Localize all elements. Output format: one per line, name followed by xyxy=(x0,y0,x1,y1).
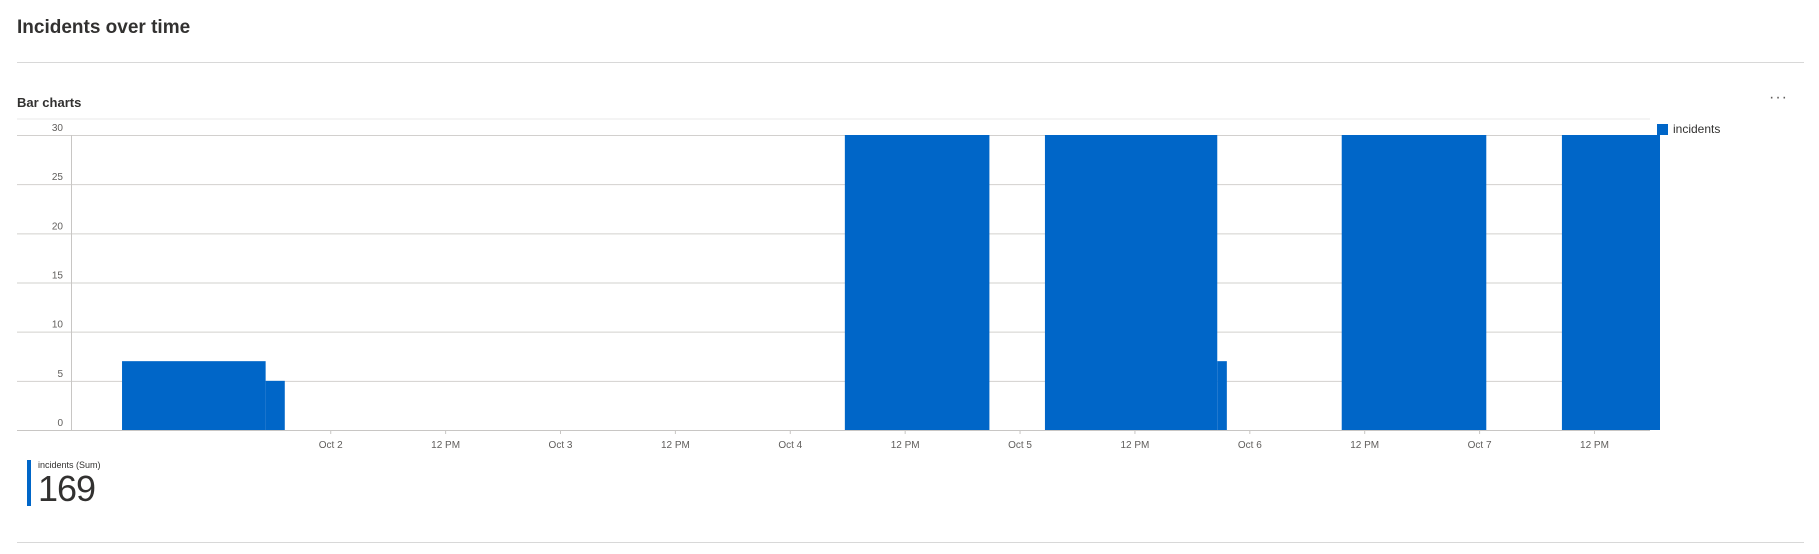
summary-metric: incidents (Sum) 169 xyxy=(27,460,101,509)
summary-label: incidents (Sum) xyxy=(38,460,101,470)
gridlines xyxy=(17,118,1650,431)
y-tick-label: 0 xyxy=(57,418,63,429)
x-tick-label: 12 PM xyxy=(891,440,920,451)
x-tick-label: Oct 7 xyxy=(1468,440,1492,451)
bar[interactable] xyxy=(1044,135,1218,430)
bar[interactable] xyxy=(122,361,266,430)
summary-value: 169 xyxy=(38,468,96,509)
y-tick-label: 5 xyxy=(57,369,63,380)
bars xyxy=(122,135,1660,430)
x-axis: Oct 2 12 PM Oct 3 12 PM Oct 4 12 PM Oct 5 12 PM… xyxy=(319,430,1609,451)
x-tick-label: 12 PM xyxy=(1120,440,1149,451)
divider-bottom xyxy=(17,542,1804,543)
bar[interactable] xyxy=(1217,361,1227,430)
bar[interactable] xyxy=(1341,135,1487,430)
legend-item-incidents[interactable]: incidents xyxy=(1657,122,1720,136)
chart-title: Bar charts xyxy=(17,95,82,110)
y-tick-label: 30 xyxy=(52,123,64,134)
x-tick-label: 12 PM xyxy=(431,440,460,451)
x-tick-label: Oct 3 xyxy=(549,440,573,451)
bar[interactable] xyxy=(844,135,990,430)
x-tick-label: Oct 4 xyxy=(778,440,802,451)
divider-top xyxy=(17,62,1804,63)
x-tick-label: 12 PM xyxy=(1580,440,1609,451)
y-tick-label: 10 xyxy=(52,320,64,331)
legend-swatch xyxy=(1657,123,1668,135)
bar[interactable] xyxy=(265,380,285,430)
bar-chart: 0 5 10 15 20 25 30 Oct 2 12 PM Oct 3 12 PM Oct 4 12… xyxy=(17,118,1660,451)
more-options-button[interactable]: ··· xyxy=(1769,89,1788,106)
x-tick-label: Oct 2 xyxy=(319,440,343,451)
x-tick-label: Oct 5 xyxy=(1008,440,1032,451)
x-tick-label: 12 PM xyxy=(1350,440,1379,451)
legend-label: incidents xyxy=(1673,122,1721,136)
x-tick-label: 12 PM xyxy=(661,440,690,451)
bar[interactable] xyxy=(1561,135,1660,430)
page-title: Incidents over time xyxy=(17,17,191,38)
y-tick-label: 15 xyxy=(52,271,64,282)
y-axis-ticks: 0 5 10 15 20 25 30 xyxy=(52,123,64,429)
x-tick-label: Oct 6 xyxy=(1238,440,1262,451)
y-tick-label: 25 xyxy=(52,172,64,183)
y-tick-label: 20 xyxy=(52,221,64,232)
